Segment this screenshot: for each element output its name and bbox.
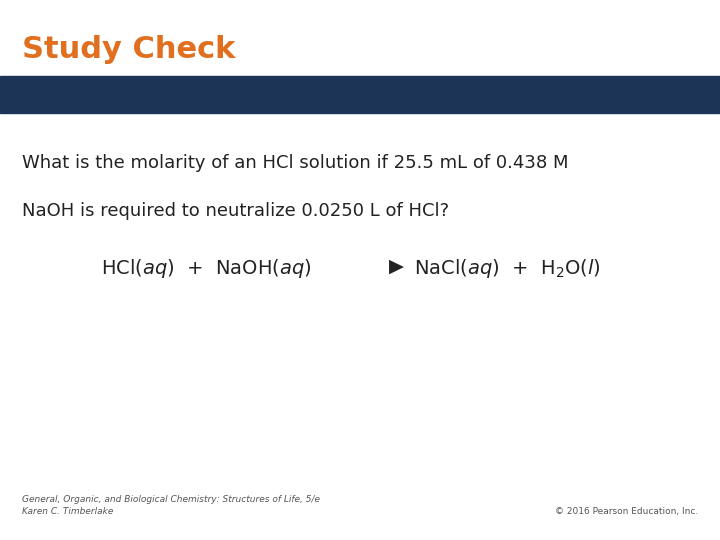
Text: What is the molarity of an HCl solution if 25.5 mL of 0.438 M: What is the molarity of an HCl solution … xyxy=(22,154,568,172)
Text: Study Check: Study Check xyxy=(22,35,235,64)
Bar xyxy=(0,76,720,113)
Text: General, Organic, and Biological Chemistry: Structures of Life, 5/e
Karen C. Tim: General, Organic, and Biological Chemist… xyxy=(22,495,320,516)
Text: © 2016 Pearson Education, Inc.: © 2016 Pearson Education, Inc. xyxy=(555,507,698,516)
Text: NaOH is required to neutralize 0.0250 L of HCl?: NaOH is required to neutralize 0.0250 L … xyxy=(22,202,449,220)
Text: $\blacktriangleright$: $\blacktriangleright$ xyxy=(385,256,406,275)
Text: NaCl($aq$)  +  H$_2$O($\it{l}$): NaCl($aq$) + H$_2$O($\it{l}$) xyxy=(414,256,600,280)
Text: HCl($aq$)  +  NaOH($aq$): HCl($aq$) + NaOH($aq$) xyxy=(101,256,312,280)
